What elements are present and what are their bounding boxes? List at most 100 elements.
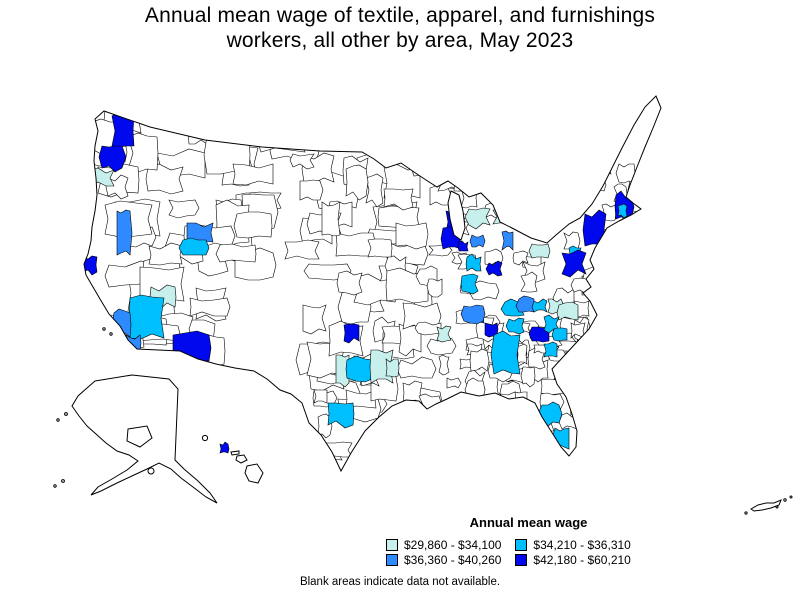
wage-region-bucket-2: [551, 327, 568, 342]
msa-boundary: [561, 365, 574, 376]
legend-column: $29,860 - $34,100 $36,360 - $40,260: [386, 538, 501, 567]
wage-region-bucket-2: [537, 401, 563, 427]
msa-boundary: [649, 143, 661, 159]
msa-boundary: [576, 336, 598, 356]
msa-boundary: [519, 185, 546, 199]
wage-region-bucket-3: [460, 304, 486, 325]
msa-boundary: [469, 348, 490, 372]
msa-boundary: [409, 412, 428, 435]
msa-boundary: [622, 385, 636, 404]
msa-boundary: [574, 382, 591, 398]
wage-region-bucket-2: [505, 317, 525, 335]
msa-boundary: [145, 163, 184, 195]
legend-swatch-bucket-1: [386, 538, 398, 551]
wage-region-bucket-3: [469, 234, 486, 248]
msa-boundary: [570, 277, 594, 295]
msa-boundary: [446, 436, 465, 451]
msa-boundary: [451, 395, 470, 407]
legend-row: $29,860 - $34,100: [386, 538, 501, 552]
msa-boundary: [533, 344, 547, 354]
map-title: Annual mean wage of textile, apparel, an…: [0, 3, 800, 53]
wage-region-bucket-4: [582, 209, 607, 247]
legend-title: Annual mean wage: [469, 515, 588, 530]
msa-boundary: [642, 265, 661, 290]
msa-boundary: [612, 321, 633, 336]
msa-boundary: [582, 178, 607, 192]
map-title-line2: workers, all other by area, May 2023: [226, 29, 574, 52]
msa-boundary: [187, 112, 210, 145]
msa-boundary: [453, 169, 473, 193]
wage-region-bucket-4: [343, 323, 360, 344]
msa-boundary: [505, 145, 532, 166]
small-island-dot: [744, 511, 748, 515]
msa-boundary: [609, 350, 630, 362]
wage-region-bucket-4: [561, 249, 587, 278]
alaska-inner-boundary: [126, 425, 153, 448]
channel-island-dot: [109, 332, 113, 336]
msa-boundary: [624, 288, 642, 304]
maui-island: [235, 454, 248, 464]
msa-boundary: [557, 156, 571, 178]
msa-boundary: [383, 188, 414, 211]
wage-regions-islands: [219, 441, 230, 454]
msa-boundary: [588, 337, 610, 363]
msa-boundary: [633, 189, 651, 202]
wage-region-bucket-1: [436, 325, 452, 343]
msa-boundary: [504, 406, 525, 425]
msa-boundary: [520, 366, 536, 388]
legend-row: $34,210 - $36,310: [515, 538, 631, 552]
msa-boundary: [520, 271, 538, 293]
msa-boundary: [529, 210, 546, 225]
msa-boundary: [639, 183, 660, 199]
wage-region-bucket-4: [98, 145, 127, 173]
msa-boundary: [471, 173, 484, 192]
msa-boundary: [148, 242, 183, 266]
msa-boundary: [507, 177, 529, 189]
msa-boundary: [395, 222, 429, 250]
legend: Annual mean wage $29,860 - $34,100 $36,36…: [386, 515, 671, 567]
msa-boundary: [402, 380, 423, 408]
hawaii-big-island: [244, 463, 264, 484]
wage-region-bucket-2: [529, 413, 541, 427]
msa-boundary: [512, 250, 529, 266]
msa-boundary: [127, 132, 159, 173]
wage-region-bucket-4: [219, 441, 230, 454]
msa-boundary: [299, 179, 324, 201]
aleutian-island-dot: [61, 479, 65, 483]
msa-boundary: [640, 322, 661, 332]
footnote: Blank areas indicate data not available.: [299, 576, 501, 588]
msa-boundary: [616, 283, 629, 303]
msa-boundary: [232, 163, 274, 186]
lake-michigan: [447, 190, 466, 241]
msa-boundary: [553, 367, 575, 381]
msa-boundary: [168, 199, 200, 219]
us-mainland-outline: [83, 95, 662, 473]
msa-boundary: [446, 377, 462, 389]
msa-boundary: [599, 310, 622, 331]
msa-boundary: [345, 164, 369, 201]
msa-boundary: [367, 238, 393, 258]
msa-boundary: [608, 232, 624, 258]
msa-boundary: [612, 288, 634, 306]
legend-swatch-bucket-3: [386, 553, 398, 566]
wage-region-bucket-3: [538, 200, 556, 217]
msa-boundary: [302, 304, 327, 335]
msa-boundary: [645, 237, 661, 263]
msa-boundary: [617, 377, 631, 398]
wage-region-bucket-1: [528, 243, 551, 259]
wage-region-bucket-2: [460, 273, 479, 295]
msa-boundary: [546, 164, 566, 186]
msa-boundary: [321, 201, 341, 237]
wage-region-bucket-2: [178, 237, 210, 256]
msa-boundary: [426, 278, 443, 298]
msa-boundary: [572, 162, 585, 174]
legend-column: $34,210 - $36,310 $42,180 - $60,210: [515, 538, 631, 567]
kodiak-island: [147, 467, 155, 475]
wage-region-bucket-1: [464, 207, 491, 230]
wage-region-bucket-3: [116, 209, 133, 256]
msa-boundary: [588, 386, 611, 405]
msa-boundary: [233, 211, 273, 239]
msa-boundary: [581, 380, 610, 398]
